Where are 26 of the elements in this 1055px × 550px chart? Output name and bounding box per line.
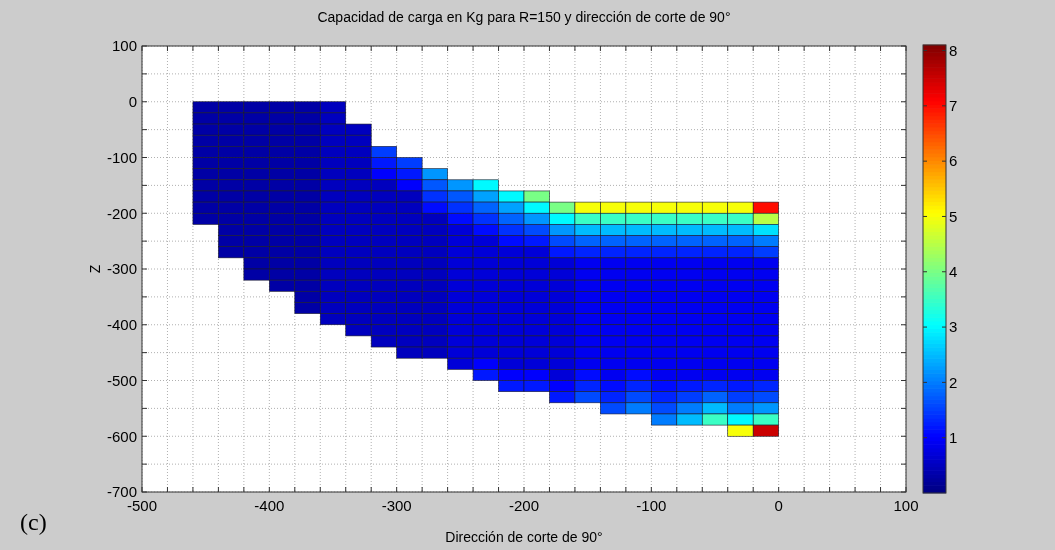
x-tick-label: 100: [893, 497, 919, 514]
color-bar-label: 4: [949, 263, 958, 281]
y-tick-label: -100: [106, 148, 137, 166]
color-bar-label: 7: [949, 97, 958, 115]
y-tick-label: 100: [111, 37, 137, 55]
color-bar-label: 6: [949, 152, 958, 170]
chart-title: Capacidad de carga en Kg para R=150 y dirección de corte de 90°: [317, 9, 731, 25]
y-tick-label: -400: [106, 316, 137, 333]
color-bar-label: 3: [949, 318, 958, 336]
y-axis-title: Z: [87, 264, 103, 274]
color-bar-label: 5: [949, 207, 958, 225]
x-axis-title: Dirección de corte de 90°: [445, 529, 603, 545]
x-tick-label: -400: [254, 497, 285, 514]
x-tick-label: 0: [774, 497, 783, 514]
text: (c): [20, 509, 47, 535]
x-tick-label: -100: [636, 497, 667, 514]
y-tick-label: -500: [106, 371, 137, 389]
y-tick-label: -200: [106, 204, 137, 222]
color-bar-label: 2: [949, 373, 958, 391]
x-tick-label: -300: [381, 497, 412, 514]
x-tick-label: -200: [508, 497, 540, 514]
y-tick-label: -600: [106, 427, 137, 445]
y-tick-label: -300: [106, 260, 137, 278]
y-tick-label: 0: [128, 93, 137, 110]
color-bar-label: 1: [949, 428, 958, 446]
color-bar-label: 8: [949, 41, 958, 59]
